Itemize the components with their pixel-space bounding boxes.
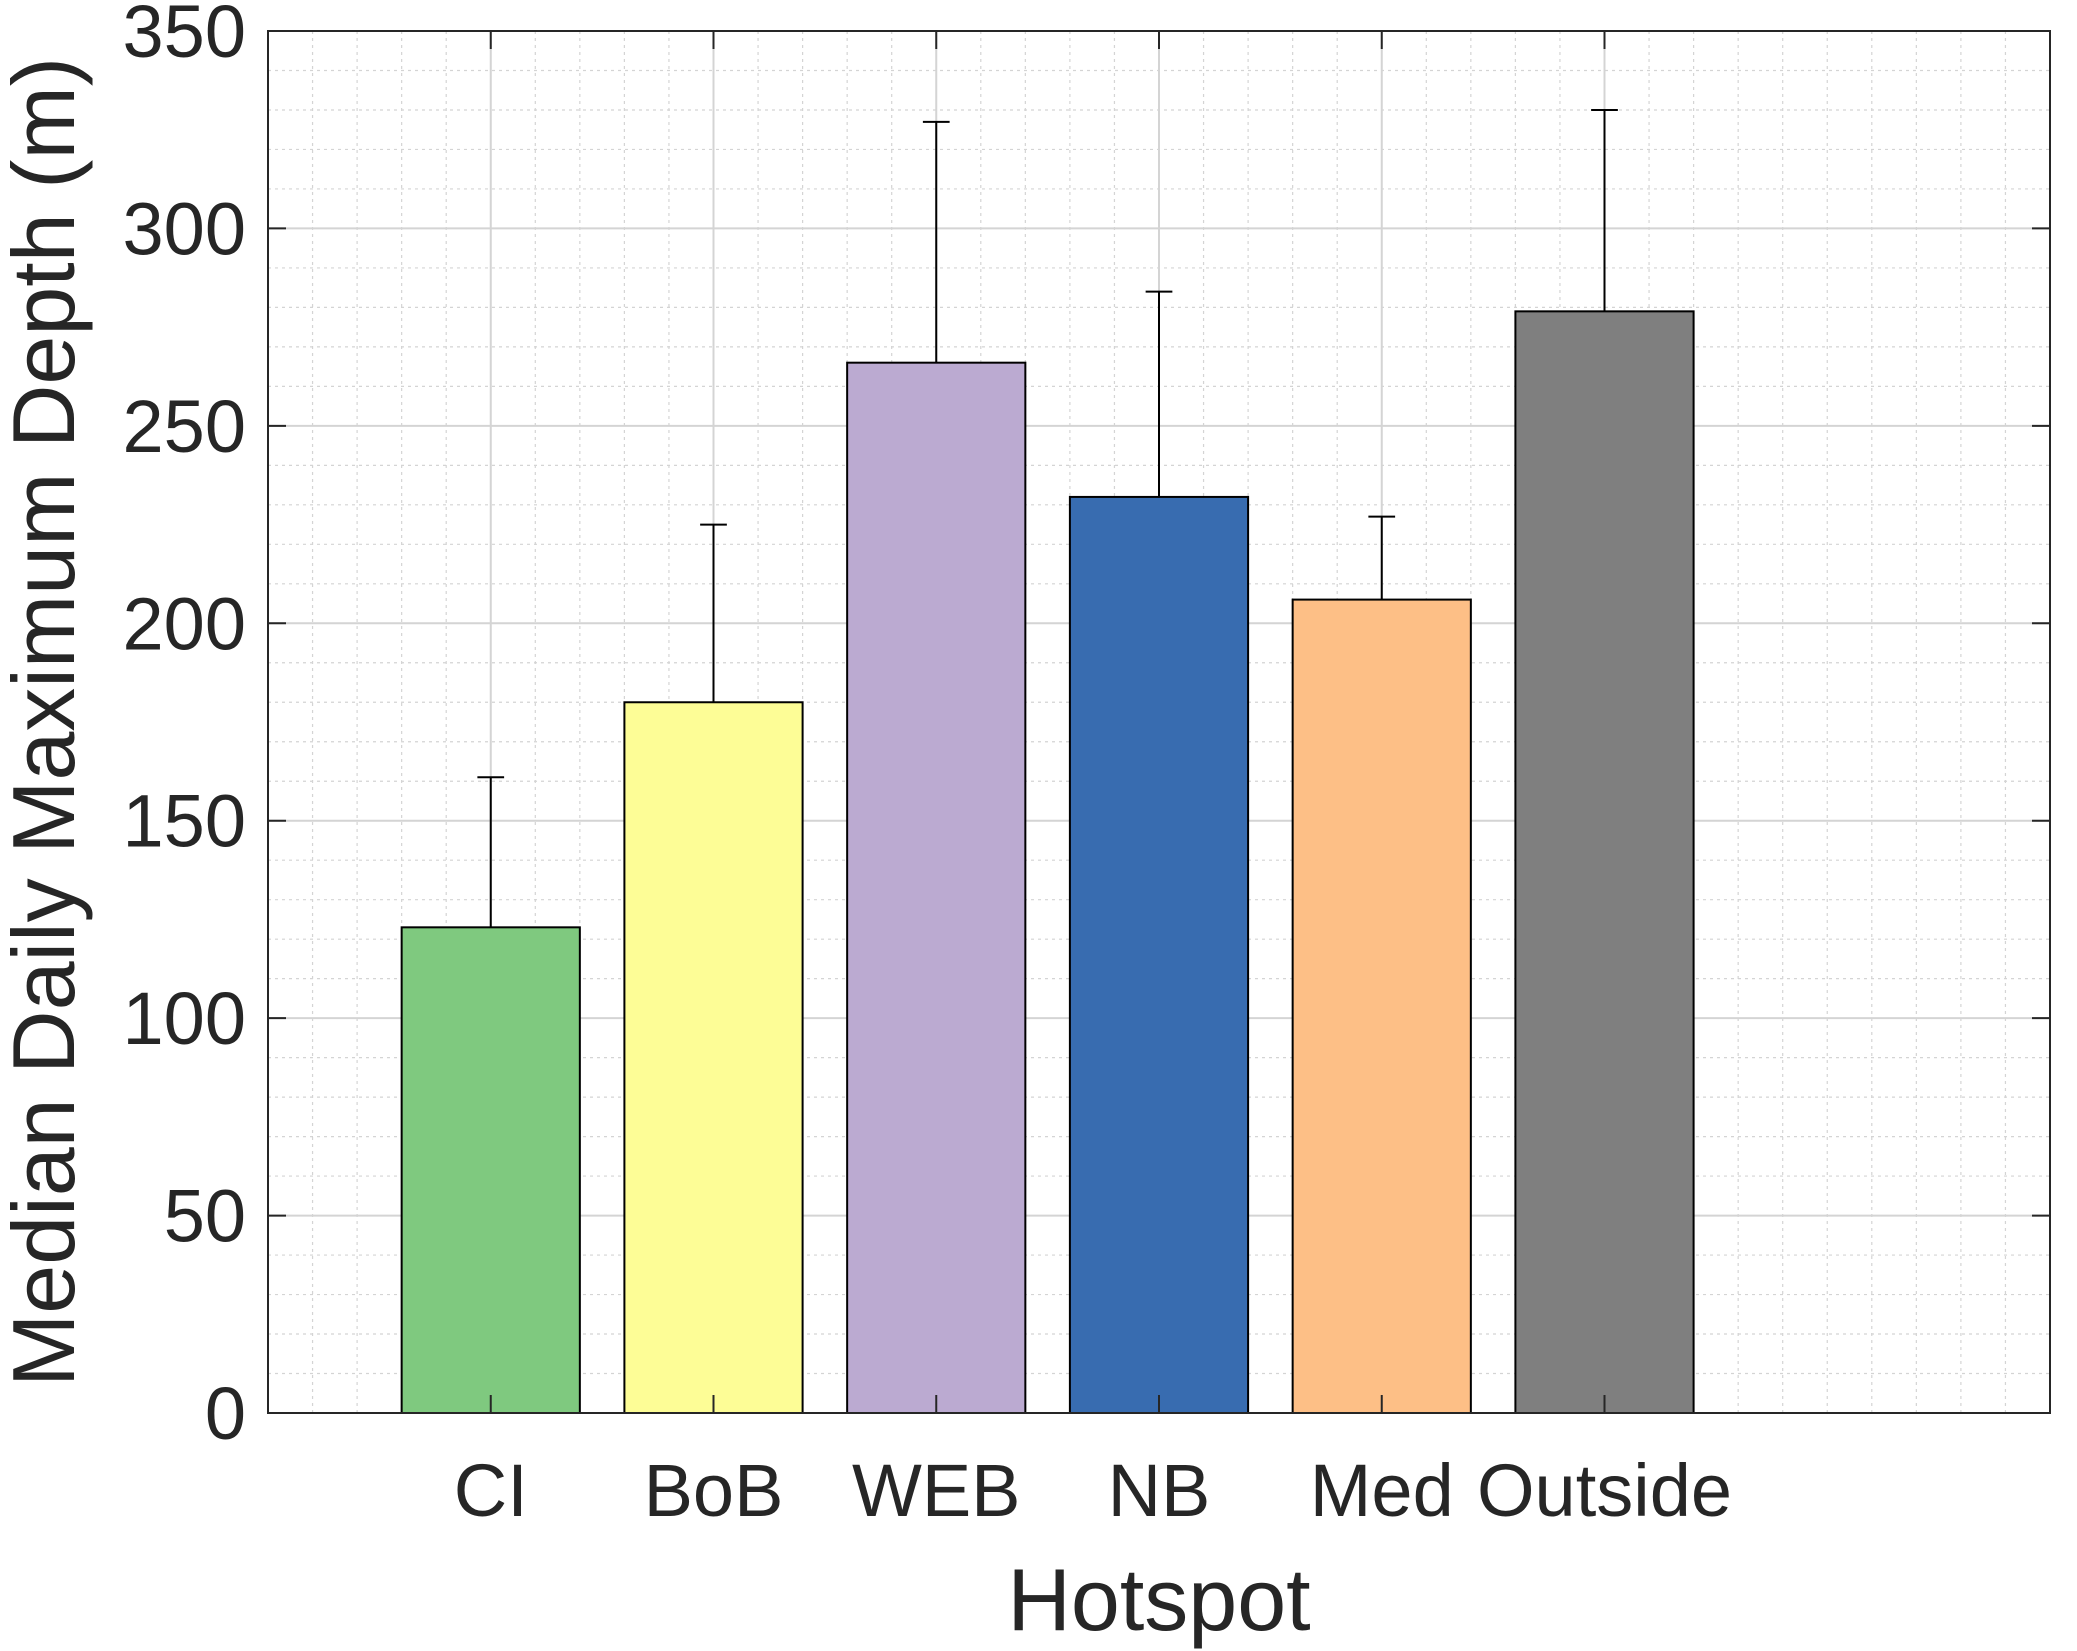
y-tick-label: 150 [123, 780, 246, 863]
y-tick-label: 0 [205, 1372, 246, 1455]
bar-web [846, 361, 1027, 1414]
bar-bob [623, 701, 804, 1414]
x-axis-title: Hotspot [1007, 1550, 1310, 1649]
error-bars [477, 108, 1618, 928]
y-tick-label: 100 [123, 977, 246, 1060]
bar-med [1291, 598, 1472, 1414]
y-tick-label: 200 [123, 582, 246, 665]
bar-ci [400, 926, 581, 1415]
bar-outside [1514, 310, 1695, 1415]
y-tick-label: 350 [123, 0, 246, 73]
x-ticks: CI BoB WEB NB Med Outside [454, 31, 1732, 1532]
bar-nb [1068, 495, 1250, 1414]
x-tick-label-nb: NB [1108, 1449, 1211, 1532]
y-axis-title: Median Daily Maximum Depth (m) [0, 57, 93, 1387]
bars [400, 310, 1695, 1415]
y-tick-label: 50 [164, 1175, 246, 1258]
y-tick-label: 300 [123, 187, 246, 270]
x-tick-label-web: WEB [852, 1449, 1021, 1532]
x-tick-label-bob: BoB [644, 1449, 784, 1532]
x-tick-label-med: Med [1310, 1449, 1454, 1532]
y-tick-label: 250 [123, 385, 246, 468]
x-tick-label-ci: CI [454, 1449, 528, 1532]
x-tick-label-outside: Outside [1477, 1449, 1732, 1532]
y-ticks: 0 50 100 150 200 250 300 350 [123, 0, 2050, 1455]
